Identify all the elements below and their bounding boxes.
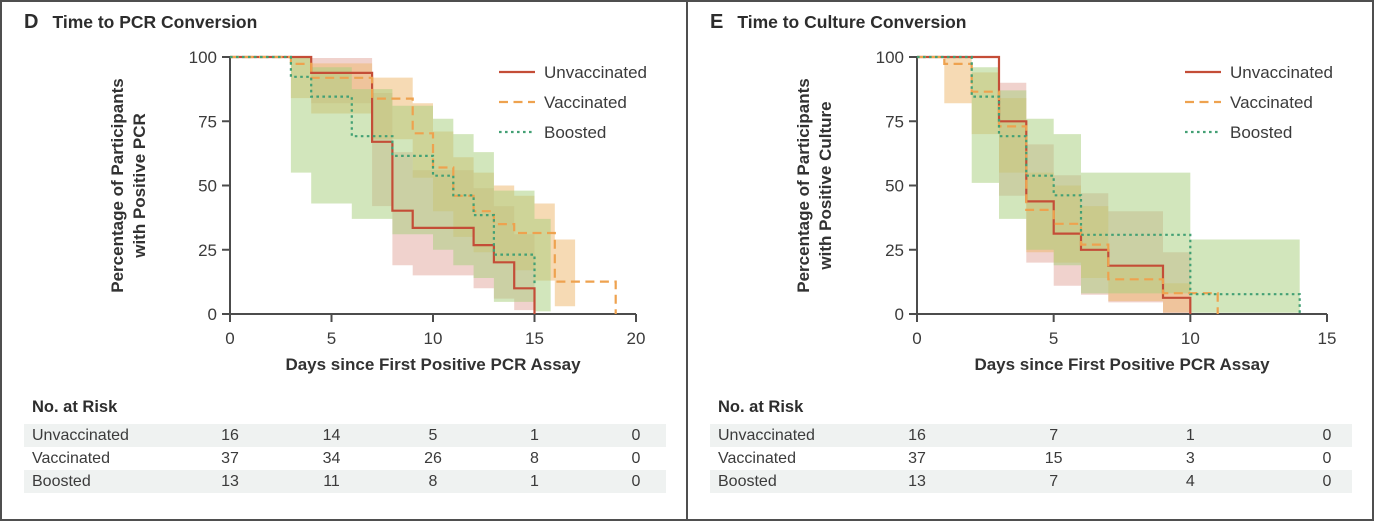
y-tick-label: 25: [885, 241, 904, 260]
risk-value: 37: [908, 450, 926, 467]
x-tick-label: 15: [1318, 329, 1337, 348]
risk-row-label: Vaccinated: [32, 450, 110, 467]
x-tick-label: 5: [1049, 329, 1058, 348]
y-tick-label: 50: [885, 177, 904, 196]
km-line-boosted: [230, 55, 536, 285]
panel-culture-conversion: E Time to Culture Conversion 0 5 10 15 0 25 50…: [686, 2, 1372, 519]
risk-value: 0: [1322, 473, 1332, 490]
panel-title: Time to Culture Conversion: [737, 12, 967, 32]
x-tick-label: 10: [1181, 329, 1200, 348]
risk-row-boosted: Boosted 13 11 8 1 0: [24, 470, 666, 493]
km-line-vaccinated: [230, 55, 617, 314]
x-tick-label: 0: [225, 329, 234, 348]
risk-value: 13: [221, 473, 239, 490]
legend-label-boosted: Boosted: [544, 123, 606, 142]
x-axis-title: Days since First Positive PCR Assay: [285, 355, 581, 374]
risk-row-boosted: Boosted 13 7 4 0: [710, 470, 1352, 493]
x-tick-label: 15: [525, 329, 544, 348]
risk-value: 15: [1044, 450, 1063, 467]
y-tick-label: 0: [895, 305, 904, 324]
risk-value: 4: [1185, 473, 1195, 490]
y-axis-title: Percentage of Participants with Positive …: [108, 78, 149, 292]
x-tick-label: 10: [424, 329, 443, 348]
risk-table-culture: No. at Risk Unvaccinated 16 7 1 0 Vaccinated 37…: [688, 398, 1372, 498]
y-tick-label: 75: [885, 112, 904, 131]
risk-value: 13: [908, 473, 926, 490]
legend-label-vaccinated: Vaccinated: [1230, 93, 1313, 112]
risk-row-vaccinated: Vaccinated 37 34 26 8 0: [24, 447, 666, 470]
risk-table-title: No. at Risk: [32, 398, 118, 416]
legend-label-vaccinated: Vaccinated: [544, 93, 627, 112]
legend-label-unvaccinated: Unvaccinated: [1230, 63, 1333, 82]
x-tick-label: 20: [627, 329, 646, 348]
risk-value: 5: [428, 427, 438, 444]
risk-value: 0: [631, 473, 641, 490]
y-tick-label: 50: [198, 177, 217, 196]
y-axis-title: Percentage of Participants with Positive …: [794, 78, 835, 292]
risk-row-vaccinated: Vaccinated 37 15 3 0: [710, 447, 1352, 470]
risk-value: 7: [1049, 473, 1059, 490]
risk-value: 16: [908, 427, 926, 444]
risk-row-label: Unvaccinated: [718, 427, 815, 444]
risk-table-pcr: No. at Risk Unvaccinated 16 14 5 1 0 Vaccinated…: [2, 398, 686, 498]
risk-value: 0: [1322, 427, 1332, 444]
km-chart-culture: 0 5 10 15 0 25 50 75 100 Unvaccinated Vaccinated Bo…: [794, 48, 1337, 374]
risk-value: 37: [221, 450, 239, 467]
km-line-boosted: [917, 55, 1301, 314]
risk-row-label: Unvaccinated: [32, 427, 129, 444]
risk-row-label: Vaccinated: [718, 450, 796, 467]
risk-value: 8: [530, 450, 539, 467]
legend-label-boosted: Boosted: [1230, 123, 1292, 142]
panel-letter: E: [710, 11, 724, 33]
risk-value: 8: [428, 473, 438, 490]
risk-value: 0: [1322, 450, 1332, 467]
x-tick-label: 5: [327, 329, 336, 348]
risk-row-unvaccinated: Unvaccinated 16 7 1 0: [710, 424, 1352, 447]
risk-row-label: Boosted: [32, 473, 91, 490]
x-axis-title: Days since First Positive PCR Assay: [974, 355, 1270, 374]
panel-pcr-conversion: D Time to PCR Conversion 0 5 10 15 20 0 25 50 75…: [2, 2, 686, 519]
y-tick-label: 0: [208, 305, 217, 324]
panel-title: Time to PCR Conversion: [52, 12, 258, 32]
risk-value: 1: [530, 473, 539, 490]
risk-value: 26: [424, 450, 442, 467]
y-tick-label: 75: [198, 112, 217, 131]
risk-value: 16: [221, 427, 239, 444]
risk-value: 14: [322, 427, 341, 444]
risk-value: 11: [323, 473, 340, 490]
risk-value: 1: [530, 427, 539, 444]
risk-table-title: No. at Risk: [718, 398, 804, 416]
panel-title-row: E Time to Culture Conversion: [710, 11, 967, 34]
km-line-unvaccinated: [230, 55, 536, 314]
y-tick-label: 100: [876, 48, 904, 67]
risk-row-label: Boosted: [718, 473, 777, 490]
km-chart-pcr: 0 5 10 15 20 0 25 50 75 100 Unvaccinated Vaccinated…: [108, 48, 647, 374]
panel-title-row: D Time to PCR Conversion: [24, 11, 257, 34]
risk-value: 0: [631, 427, 641, 444]
y-tick-label: 25: [198, 241, 217, 260]
risk-value: 34: [322, 450, 341, 467]
risk-value: 7: [1049, 427, 1059, 444]
risk-value: 3: [1185, 450, 1195, 467]
risk-value: 1: [1185, 427, 1195, 444]
x-tick-label: 0: [912, 329, 921, 348]
legend-label-unvaccinated: Unvaccinated: [544, 63, 647, 82]
y-tick-label: 100: [189, 48, 217, 67]
ci-band-boosted: [290, 58, 551, 312]
panel-letter: D: [24, 11, 39, 33]
risk-value: 0: [631, 450, 641, 467]
risk-row-unvaccinated: Unvaccinated 16 14 5 1 0: [24, 424, 666, 447]
